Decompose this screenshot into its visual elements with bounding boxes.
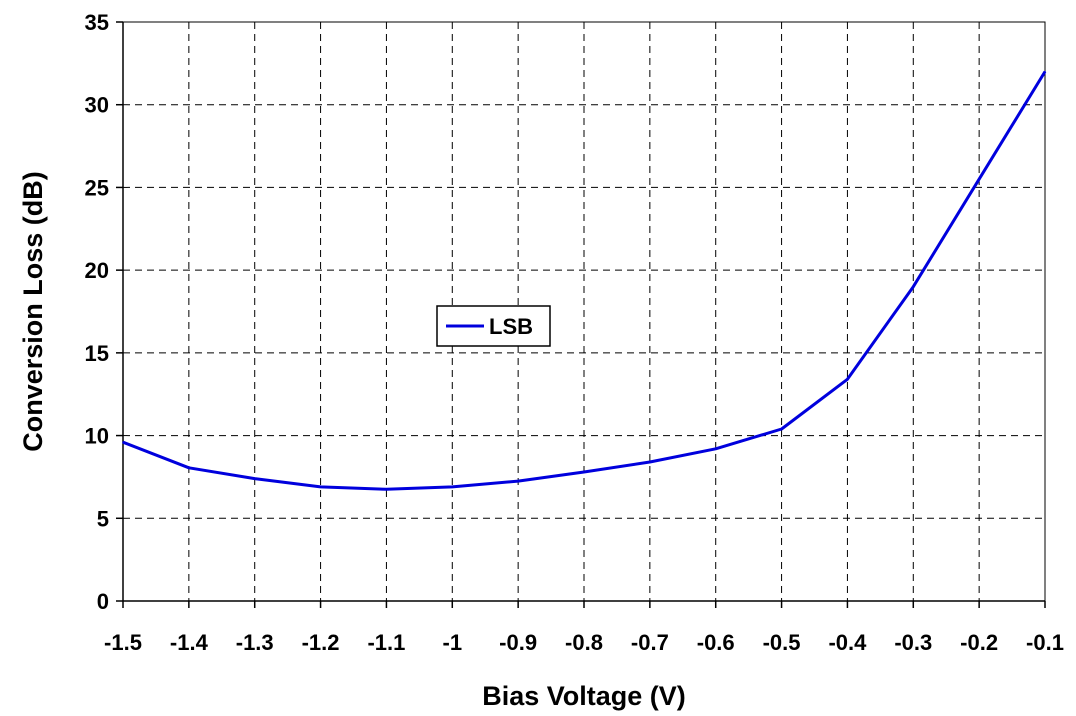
x-tick-label: -0.4 [828, 630, 867, 655]
x-tick-label: -0.5 [763, 630, 801, 655]
data-point [714, 448, 717, 450]
x-tick-label: -0.1 [1026, 630, 1064, 655]
data-point [780, 428, 783, 430]
axes [116, 21, 1046, 608]
y-tick-label: 5 [97, 506, 109, 531]
data-point [912, 285, 915, 288]
y-tick-label: 35 [85, 10, 109, 35]
x-axis-tick-labels: -1.5 -1.4 -1.3 -1.2 -1.1 -1 -0.9 -0.8 -0.7 -0.6 -0… [104, 630, 1064, 655]
y-tick-label: 0 [97, 589, 109, 614]
data-point [385, 488, 388, 491]
x-tick-label: -1.1 [367, 630, 405, 655]
data-point [451, 486, 454, 488]
data-point [846, 378, 849, 381]
data-point [253, 477, 256, 480]
data-point [517, 480, 519, 482]
data-point [583, 471, 585, 473]
y-tick-label: 20 [85, 258, 109, 283]
data-point [188, 467, 190, 469]
x-tick-label: -0.7 [631, 630, 669, 655]
x-tick-label: -1.5 [104, 630, 142, 655]
y-tick-label: 15 [85, 341, 109, 366]
y-tick-label: 10 [85, 424, 109, 449]
data-point [122, 441, 124, 443]
y-tick-label: 30 [85, 93, 109, 118]
data-point [649, 461, 651, 463]
data-point [978, 178, 980, 180]
x-tick-label: -1.3 [236, 630, 274, 655]
data-point [1044, 70, 1046, 73]
data-point [319, 486, 322, 488]
y-axis-tick-labels: 0 5 10 15 20 25 30 35 [85, 10, 109, 614]
x-tick-label: -1 [443, 630, 463, 655]
y-tick-label: 25 [85, 175, 109, 200]
x-tick-label: -0.3 [894, 630, 932, 655]
x-tick-label: -1.2 [302, 630, 340, 655]
x-tick-label: -0.2 [960, 630, 998, 655]
y-axis-title: Conversion Loss (dB) [18, 171, 48, 452]
grid [123, 21, 1046, 601]
series-group [122, 70, 1047, 491]
x-axis-title: Bias Voltage (V) [482, 681, 686, 711]
x-tick-label: -1.4 [170, 630, 209, 655]
x-tick-label: -0.6 [697, 630, 735, 655]
x-tick-label: -0.9 [499, 630, 537, 655]
legend: LSB [436, 305, 551, 347]
legend-label-lsb: LSB [489, 314, 533, 339]
x-tick-label: -0.8 [565, 630, 603, 655]
